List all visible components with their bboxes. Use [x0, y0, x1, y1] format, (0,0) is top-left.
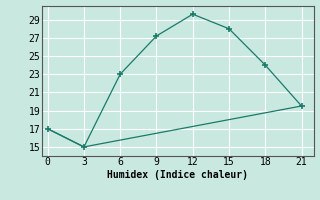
X-axis label: Humidex (Indice chaleur): Humidex (Indice chaleur)	[107, 170, 248, 180]
